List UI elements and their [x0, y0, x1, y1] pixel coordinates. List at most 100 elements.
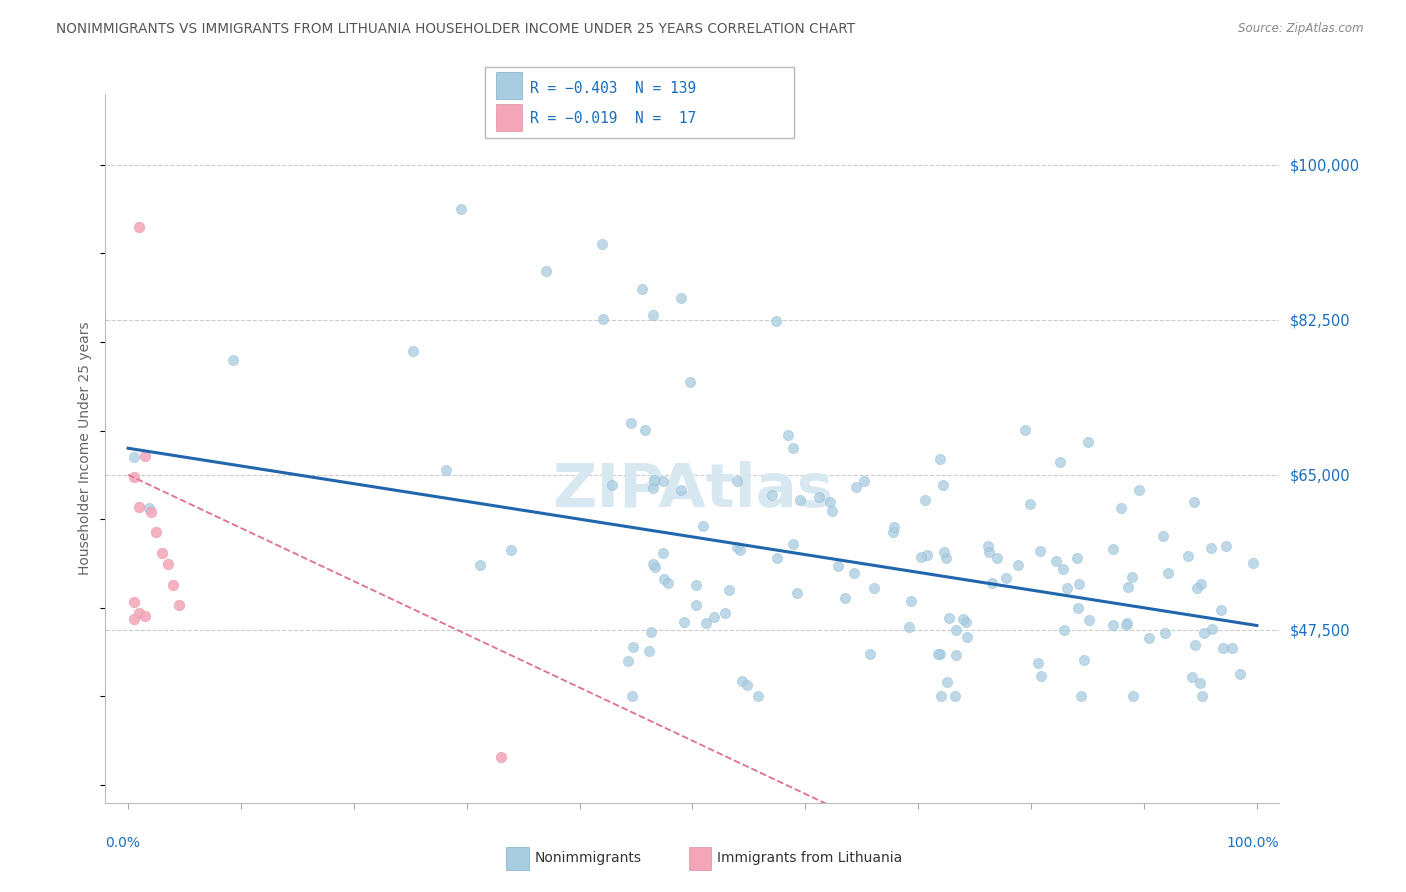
- Point: [1066, 601, 1088, 615]
- Point: [703, 609, 725, 624]
- Point: [935, 675, 957, 690]
- Text: NONIMMIGRANTS VS IMMIGRANTS FROM LITHUANIA HOUSEHOLDER INCOME UNDER 25 YEARS COR: NONIMMIGRANTS VS IMMIGRANTS FROM LITHUAN…: [56, 22, 855, 37]
- Point: [122, 470, 145, 484]
- Point: [914, 492, 936, 507]
- Point: [929, 452, 952, 467]
- Point: [778, 428, 800, 442]
- Text: 0.0%: 0.0%: [105, 836, 141, 850]
- Point: [1192, 626, 1215, 640]
- Point: [789, 492, 811, 507]
- Point: [122, 594, 145, 608]
- Point: [915, 548, 938, 562]
- Point: [952, 612, 974, 626]
- Point: [1102, 617, 1125, 632]
- Point: [765, 551, 787, 566]
- Point: [807, 490, 830, 504]
- Point: [713, 606, 735, 620]
- Point: [882, 524, 904, 539]
- Point: [1122, 690, 1144, 704]
- Point: [1116, 581, 1139, 595]
- Point: [1014, 424, 1036, 438]
- Point: [591, 237, 613, 252]
- Point: [685, 578, 707, 592]
- Point: [1018, 497, 1040, 511]
- Point: [1191, 577, 1213, 591]
- Point: [1116, 616, 1139, 631]
- Point: [1191, 690, 1213, 704]
- Point: [731, 674, 754, 689]
- Point: [222, 352, 245, 367]
- Point: [641, 308, 664, 322]
- Point: [725, 474, 748, 488]
- Point: [1184, 638, 1206, 652]
- Point: [643, 558, 665, 572]
- Point: [630, 282, 652, 296]
- Text: Immigrants from Lithuania: Immigrants from Lithuania: [717, 851, 903, 865]
- Point: [1212, 641, 1234, 656]
- Point: [827, 558, 849, 573]
- Point: [1152, 529, 1174, 543]
- Point: [1189, 676, 1212, 690]
- Point: [910, 549, 932, 564]
- Point: [652, 572, 675, 586]
- Point: [955, 615, 977, 629]
- Point: [1053, 623, 1076, 637]
- Point: [853, 474, 876, 488]
- Text: Nonimmigrants: Nonimmigrants: [534, 851, 641, 865]
- Point: [1215, 539, 1237, 553]
- Point: [468, 558, 491, 572]
- Point: [728, 542, 751, 557]
- Point: [134, 449, 156, 463]
- Point: [434, 462, 457, 476]
- Point: [1026, 657, 1049, 671]
- Point: [782, 537, 804, 551]
- Point: [162, 578, 184, 592]
- Point: [128, 500, 150, 514]
- Y-axis label: Householder Income Under 25 years: Householder Income Under 25 years: [79, 321, 93, 575]
- Point: [1209, 602, 1232, 616]
- Point: [1185, 581, 1208, 595]
- Point: [1077, 434, 1099, 449]
- Point: [735, 678, 758, 692]
- Point: [669, 483, 692, 498]
- Point: [1181, 670, 1204, 684]
- Point: [637, 644, 659, 658]
- Point: [652, 474, 675, 488]
- Point: [945, 624, 967, 638]
- Point: [1229, 667, 1251, 681]
- Point: [1177, 549, 1199, 563]
- Point: [156, 558, 179, 572]
- Point: [617, 655, 640, 669]
- Point: [678, 375, 700, 389]
- Point: [1078, 613, 1101, 627]
- Point: [620, 416, 643, 430]
- Point: [501, 542, 523, 557]
- Point: [1029, 544, 1052, 558]
- Point: [977, 539, 1000, 553]
- Point: [834, 591, 856, 605]
- Point: [128, 219, 150, 234]
- Point: [931, 690, 953, 704]
- Text: Source: ZipAtlas.com: Source: ZipAtlas.com: [1239, 22, 1364, 36]
- Point: [859, 647, 882, 661]
- Point: [489, 749, 512, 764]
- Point: [640, 625, 662, 640]
- Point: [620, 690, 643, 704]
- Point: [945, 648, 967, 662]
- Point: [995, 571, 1018, 585]
- Point: [139, 505, 162, 519]
- Point: [844, 566, 866, 580]
- Point: [718, 582, 741, 597]
- Point: [725, 540, 748, 554]
- Point: [932, 478, 955, 492]
- Point: [1220, 641, 1243, 656]
- Point: [1199, 541, 1222, 555]
- Point: [820, 495, 842, 509]
- Text: R = −0.019  N =  17: R = −0.019 N = 17: [530, 111, 696, 126]
- Point: [134, 608, 156, 623]
- Point: [1182, 495, 1205, 509]
- Point: [782, 442, 804, 456]
- Point: [863, 581, 886, 595]
- Point: [673, 615, 696, 629]
- Point: [883, 519, 905, 533]
